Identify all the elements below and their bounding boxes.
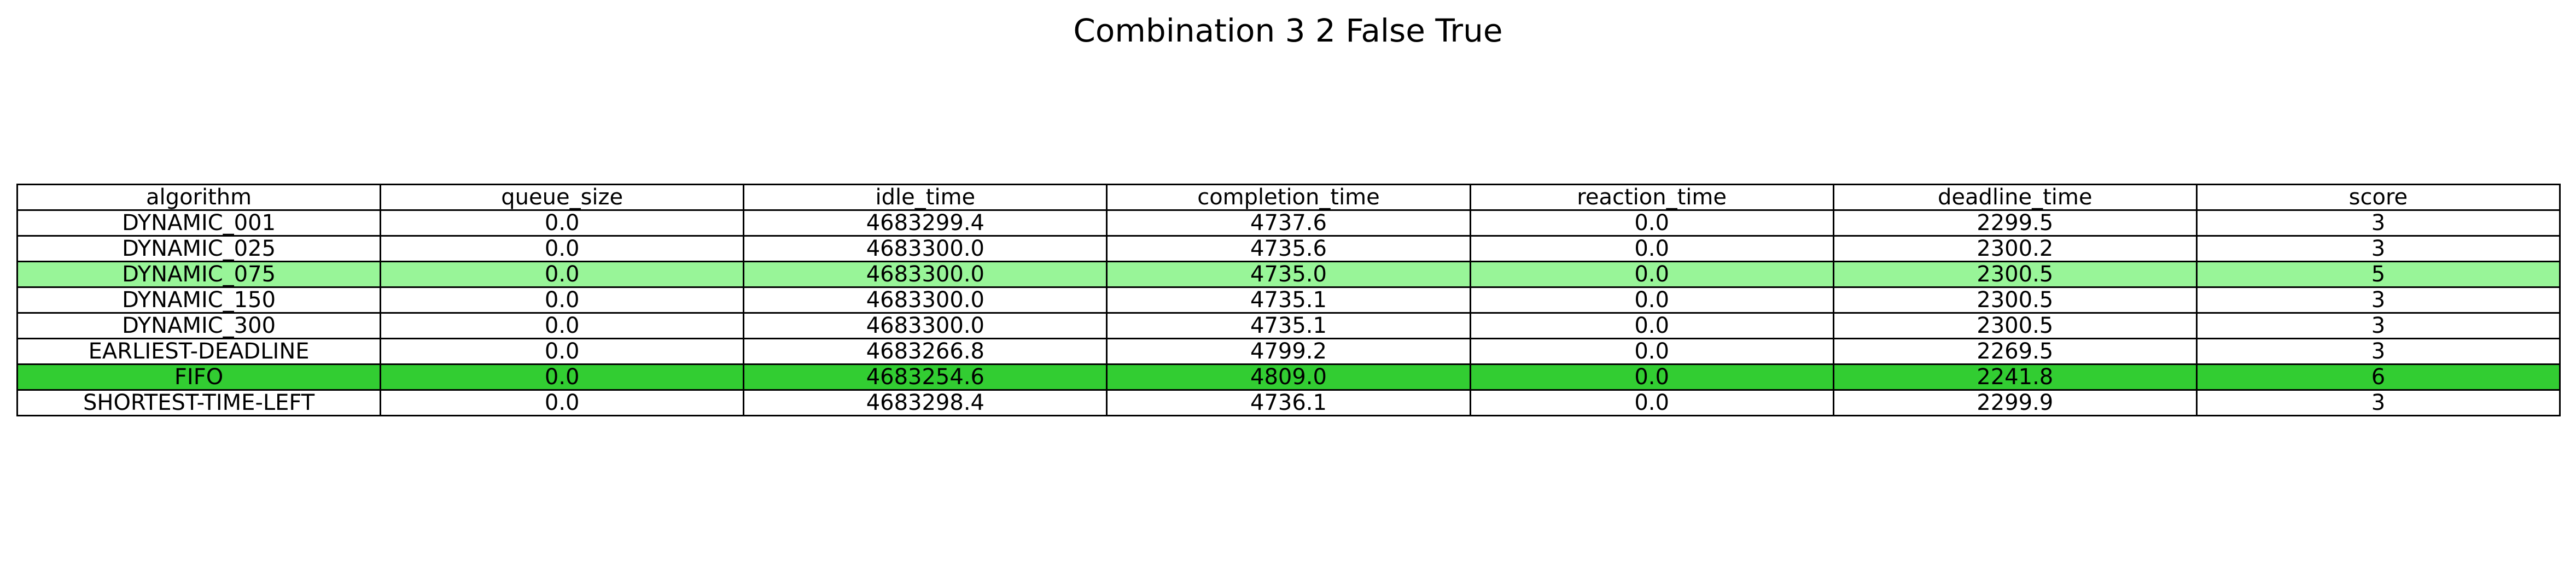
column-header-queue-size: queue_size xyxy=(380,184,745,211)
column-header-idle-time: idle_time xyxy=(743,184,1108,211)
cell-score: 6 xyxy=(2195,363,2561,391)
cell-score: 3 xyxy=(2195,286,2561,314)
cell-idle-time: 4683298.4 xyxy=(743,389,1108,416)
table-row: DYNAMIC_001 0.0 4683299.4 4737.6 0.0 2299.5 3 xyxy=(16,209,2561,237)
cell-algorithm: SHORTEST-TIME-LEFT xyxy=(16,389,382,416)
cell-completion-time: 4799.2 xyxy=(1106,338,1471,365)
table-row: DYNAMIC_150 0.0 4683300.0 4735.1 0.0 2300.5 3 xyxy=(16,286,2561,314)
cell-deadline-time: 2299.5 xyxy=(1832,209,2198,237)
cell-deadline-time: 2300.5 xyxy=(1832,286,2198,314)
cell-queue-size: 0.0 xyxy=(380,286,745,314)
cell-score: 3 xyxy=(2195,389,2561,416)
cell-completion-time: 4735.0 xyxy=(1106,261,1471,288)
cell-algorithm: DYNAMIC_300 xyxy=(16,312,382,339)
table-row: DYNAMIC_075 0.0 4683300.0 4735.0 0.0 2300.5 5 xyxy=(16,261,2561,288)
cell-completion-time: 4736.1 xyxy=(1106,389,1471,416)
table-row: FIFO 0.0 4683254.6 4809.0 0.0 2241.8 6 xyxy=(16,363,2561,391)
table-row: EARLIEST-DEADLINE 0.0 4683266.8 4799.2 0.0 22… xyxy=(16,338,2561,365)
chart-title: Combination 3 2 False True xyxy=(1073,12,1503,49)
cell-reaction-time: 0.0 xyxy=(1469,312,1834,339)
cell-reaction-time: 0.0 xyxy=(1469,363,1834,391)
table-row: SHORTEST-TIME-LEFT 0.0 4683298.4 4736.1 0.0 2… xyxy=(16,389,2561,416)
cell-completion-time: 4735.6 xyxy=(1106,235,1471,262)
cell-completion-time: 4735.1 xyxy=(1106,286,1471,314)
header-row: algorithm queue_size idle_time completio… xyxy=(16,184,2561,211)
cell-reaction-time: 0.0 xyxy=(1469,235,1834,262)
cell-idle-time: 4683266.8 xyxy=(743,338,1108,365)
column-header-algorithm: algorithm xyxy=(16,184,382,211)
cell-reaction-time: 0.0 xyxy=(1469,261,1834,288)
cell-idle-time: 4683300.0 xyxy=(743,235,1108,262)
cell-queue-size: 0.0 xyxy=(380,338,745,365)
cell-idle-time: 4683300.0 xyxy=(743,312,1108,339)
cell-reaction-time: 0.0 xyxy=(1469,286,1834,314)
cell-deadline-time: 2269.5 xyxy=(1832,338,2198,365)
cell-queue-size: 0.0 xyxy=(380,261,745,288)
column-header-score: score xyxy=(2195,184,2561,211)
cell-idle-time: 4683300.0 xyxy=(743,261,1108,288)
cell-idle-time: 4683299.4 xyxy=(743,209,1108,237)
table-row: DYNAMIC_025 0.0 4683300.0 4735.6 0.0 2300.2 3 xyxy=(16,235,2561,262)
results-table: algorithm queue_size idle_time completio… xyxy=(16,184,2561,416)
cell-idle-time: 4683300.0 xyxy=(743,286,1108,314)
cell-queue-size: 0.0 xyxy=(380,209,745,237)
cell-idle-time: 4683254.6 xyxy=(743,363,1108,391)
cell-algorithm: DYNAMIC_150 xyxy=(16,286,382,314)
cell-score: 3 xyxy=(2195,209,2561,237)
cell-reaction-time: 0.0 xyxy=(1469,209,1834,237)
cell-deadline-time: 2300.5 xyxy=(1832,261,2198,288)
cell-score: 3 xyxy=(2195,312,2561,339)
cell-reaction-time: 0.0 xyxy=(1469,338,1834,365)
table-body: DYNAMIC_001 0.0 4683299.4 4737.6 0.0 2299.5 3 D… xyxy=(16,209,2561,416)
cell-completion-time: 4737.6 xyxy=(1106,209,1471,237)
cell-algorithm: EARLIEST-DEADLINE xyxy=(16,338,382,365)
cell-algorithm: DYNAMIC_025 xyxy=(16,235,382,262)
column-header-reaction-time: reaction_time xyxy=(1469,184,1834,211)
column-header-completion-time: completion_time xyxy=(1106,184,1471,211)
cell-algorithm: FIFO xyxy=(16,363,382,391)
cell-score: 3 xyxy=(2195,235,2561,262)
table-row: DYNAMIC_300 0.0 4683300.0 4735.1 0.0 2300.5 3 xyxy=(16,312,2561,339)
cell-deadline-time: 2241.8 xyxy=(1832,363,2198,391)
cell-score: 5 xyxy=(2195,261,2561,288)
cell-deadline-time: 2299.9 xyxy=(1832,389,2198,416)
cell-completion-time: 4735.1 xyxy=(1106,312,1471,339)
cell-algorithm: DYNAMIC_075 xyxy=(16,261,382,288)
cell-queue-size: 0.0 xyxy=(380,389,745,416)
cell-score: 3 xyxy=(2195,338,2561,365)
cell-completion-time: 4809.0 xyxy=(1106,363,1471,391)
cell-queue-size: 0.0 xyxy=(380,235,745,262)
cell-reaction-time: 0.0 xyxy=(1469,389,1834,416)
cell-queue-size: 0.0 xyxy=(380,312,745,339)
cell-queue-size: 0.0 xyxy=(380,363,745,391)
column-header-deadline-time: deadline_time xyxy=(1832,184,2198,211)
cell-deadline-time: 2300.5 xyxy=(1832,312,2198,339)
cell-algorithm: DYNAMIC_001 xyxy=(16,209,382,237)
cell-deadline-time: 2300.2 xyxy=(1832,235,2198,262)
